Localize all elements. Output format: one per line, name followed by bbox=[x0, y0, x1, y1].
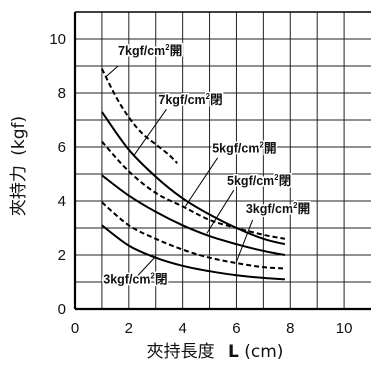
series-line-1-dashed bbox=[101, 68, 179, 164]
annotation-label-4: 5kgf/cm2閉 bbox=[227, 173, 291, 188]
annotation-pressure: 7kgf/cm bbox=[118, 44, 165, 58]
annotation-superscript: 2 bbox=[165, 43, 170, 52]
annotation-pressure: 3kgf/cm bbox=[103, 272, 150, 286]
grid bbox=[75, 12, 371, 309]
annotation-state: 開 bbox=[264, 141, 277, 155]
x-tick-label: 4 bbox=[178, 320, 186, 337]
annotation-state: 開 bbox=[298, 202, 311, 216]
annotation-leader-3 bbox=[184, 157, 219, 207]
y-tick-label: 0 bbox=[58, 301, 66, 318]
y-axis-label-text: 夾持力 bbox=[9, 165, 29, 216]
x-axis-label-text: 夾持長度 bbox=[147, 342, 215, 362]
y-tick-label: 6 bbox=[58, 139, 66, 156]
plot-frame bbox=[73, 11, 371, 311]
y-tick-label: 8 bbox=[58, 85, 66, 102]
annotation-state: 閉 bbox=[155, 272, 168, 286]
series-line-2-solid bbox=[101, 111, 286, 246]
annotation-label-2: 7kgf/cm2閉 bbox=[158, 92, 222, 107]
annotation-superscript: 2 bbox=[151, 271, 156, 280]
series-line-3-dashed bbox=[101, 140, 286, 240]
annotation-superscript: 2 bbox=[274, 173, 279, 182]
series-line-5-dashed bbox=[101, 201, 285, 270]
annotation-superscript: 2 bbox=[293, 201, 298, 210]
annotation-state: 開 bbox=[170, 44, 183, 58]
x-tick-label: 2 bbox=[125, 320, 133, 337]
y-tick-label: 2 bbox=[58, 247, 66, 264]
annotation-superscript: 2 bbox=[259, 140, 264, 149]
annotation-state: 閉 bbox=[210, 93, 223, 107]
x-axis-label-unit: (cm) bbox=[244, 342, 283, 362]
annotation-pressure: 5kgf/cm bbox=[227, 174, 274, 188]
annotation-state: 閉 bbox=[279, 174, 292, 188]
x-tick-label: 6 bbox=[232, 320, 240, 337]
annotation-leader-6 bbox=[136, 256, 157, 277]
annotation-label-6: 3kgf/cm2閉 bbox=[103, 271, 167, 286]
annotation-label-5: 3kgf/cm2開 bbox=[246, 201, 310, 216]
series-group bbox=[101, 68, 286, 281]
annotation-leader-4 bbox=[206, 189, 235, 234]
tick-labels: 0 2 4 6 8 10 0 2 4 6 8 10 bbox=[49, 31, 352, 337]
annotation-leader-2 bbox=[133, 108, 167, 156]
annotation-leader-5 bbox=[235, 219, 254, 262]
y-axis-label: 夾持力 (kgf) bbox=[9, 116, 29, 216]
x-axis-label-unit-symbol: L bbox=[228, 342, 239, 362]
annotation-pressure: 3kgf/cm bbox=[246, 202, 293, 216]
series-line-4-solid bbox=[101, 174, 286, 256]
annotation-label-1: 7kgf/cm2開 bbox=[118, 43, 182, 58]
annotation-group: 7kgf/cm2開7kgf/cm2閉5kgf/cm2開5kgf/cm2閉3kgf… bbox=[102, 42, 312, 288]
x-axis-label: 夾持長度 L (cm) bbox=[147, 342, 284, 362]
y-tick-label: 4 bbox=[58, 193, 66, 210]
y-axis-label-unit: (kgf) bbox=[9, 116, 29, 156]
y-tick-label: 10 bbox=[49, 31, 66, 48]
annotation-leader-1 bbox=[105, 65, 119, 78]
annotation-pressure: 5kgf/cm bbox=[212, 141, 259, 155]
annotation-label-3: 5kgf/cm2開 bbox=[212, 140, 276, 155]
annotation-superscript: 2 bbox=[206, 92, 211, 101]
series-line-6-solid bbox=[101, 224, 285, 281]
x-tick-label: 8 bbox=[286, 320, 294, 337]
x-tick-label: 10 bbox=[336, 320, 353, 337]
x-tick-label: 0 bbox=[71, 320, 79, 337]
annotation-pressure: 7kgf/cm bbox=[158, 93, 205, 107]
